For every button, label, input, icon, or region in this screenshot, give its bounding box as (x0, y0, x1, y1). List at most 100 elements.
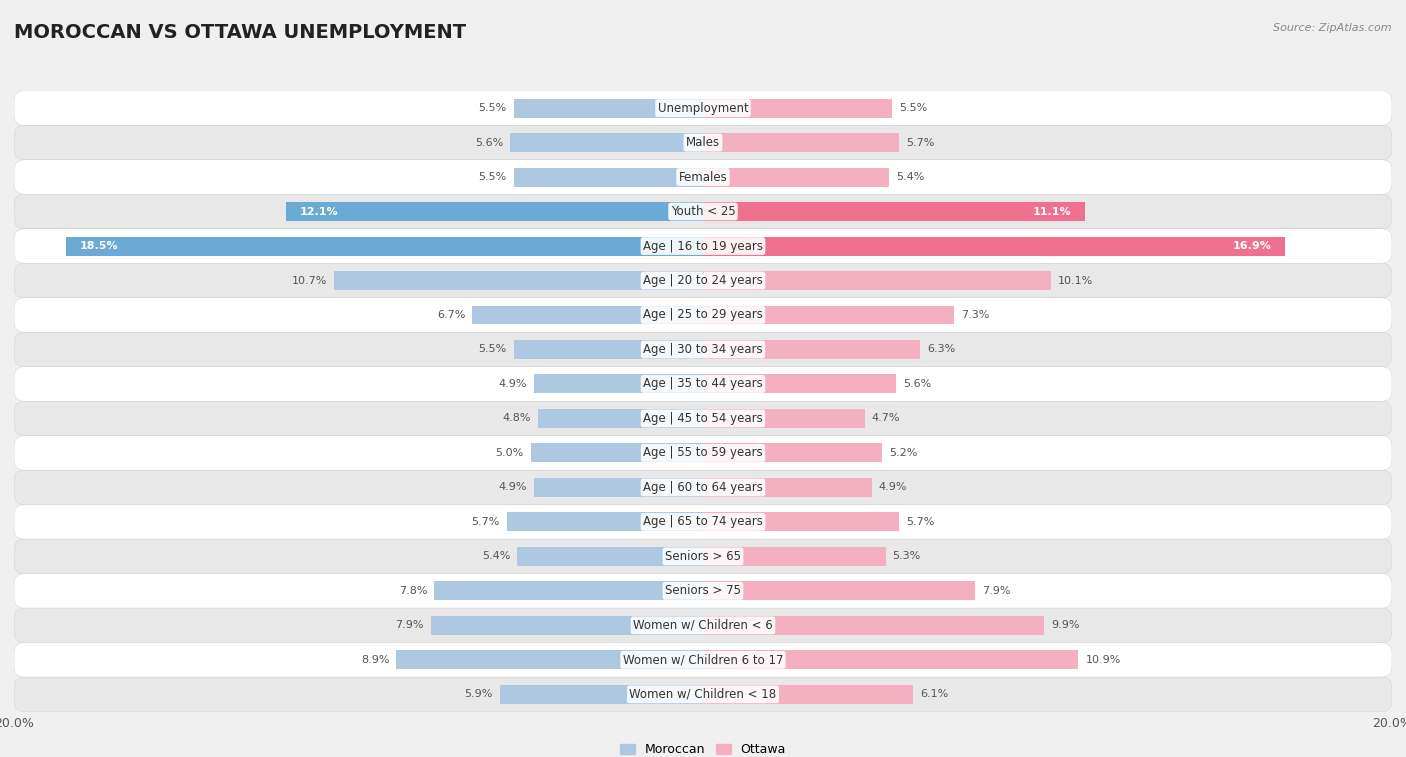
Bar (287, 202, 703, 221)
Text: Women w/ Children < 18: Women w/ Children < 18 (630, 688, 776, 701)
Text: Age | 45 to 54 years: Age | 45 to 54 years (643, 412, 763, 425)
FancyBboxPatch shape (14, 366, 1392, 401)
Bar (434, 581, 703, 600)
Text: 7.9%: 7.9% (395, 621, 425, 631)
Text: Seniors > 75: Seniors > 75 (665, 584, 741, 597)
Text: Age | 60 to 64 years: Age | 60 to 64 years (643, 481, 763, 494)
FancyBboxPatch shape (14, 470, 1392, 505)
Text: 11.1%: 11.1% (1033, 207, 1071, 217)
Bar (513, 167, 703, 186)
Text: 5.2%: 5.2% (889, 448, 917, 458)
Bar (703, 444, 882, 463)
FancyBboxPatch shape (14, 401, 1392, 436)
FancyBboxPatch shape (14, 574, 1392, 608)
Text: 6.1%: 6.1% (920, 690, 948, 699)
Text: 5.4%: 5.4% (482, 551, 510, 562)
Text: 5.7%: 5.7% (907, 138, 935, 148)
Text: 5.6%: 5.6% (903, 379, 931, 389)
Text: Males: Males (686, 136, 720, 149)
FancyBboxPatch shape (14, 505, 1392, 539)
Bar (472, 306, 703, 325)
Text: 4.7%: 4.7% (872, 413, 900, 423)
Bar (703, 478, 872, 497)
Bar (703, 512, 900, 531)
Text: 5.7%: 5.7% (907, 517, 935, 527)
Text: 4.9%: 4.9% (499, 379, 527, 389)
Text: 16.9%: 16.9% (1233, 241, 1271, 251)
FancyBboxPatch shape (14, 195, 1392, 229)
Legend: Moroccan, Ottawa: Moroccan, Ottawa (614, 738, 792, 757)
Bar (703, 133, 900, 152)
FancyBboxPatch shape (14, 643, 1392, 677)
Bar (703, 581, 976, 600)
Text: Unemployment: Unemployment (658, 101, 748, 114)
FancyBboxPatch shape (14, 539, 1392, 574)
Bar (430, 616, 703, 635)
Bar (66, 236, 703, 256)
Text: Females: Females (679, 170, 727, 183)
FancyBboxPatch shape (14, 608, 1392, 643)
Text: 5.6%: 5.6% (475, 138, 503, 148)
Text: Women w/ Children 6 to 17: Women w/ Children 6 to 17 (623, 653, 783, 666)
Bar (506, 512, 703, 531)
Text: Youth < 25: Youth < 25 (671, 205, 735, 218)
Text: 12.1%: 12.1% (299, 207, 339, 217)
Bar (703, 306, 955, 325)
Text: Age | 65 to 74 years: Age | 65 to 74 years (643, 516, 763, 528)
Bar (517, 547, 703, 566)
Text: 5.7%: 5.7% (471, 517, 499, 527)
Bar (531, 444, 703, 463)
Text: 9.9%: 9.9% (1050, 621, 1080, 631)
Bar (703, 167, 889, 186)
Bar (537, 409, 703, 428)
Text: 10.9%: 10.9% (1085, 655, 1121, 665)
Bar (703, 98, 893, 117)
FancyBboxPatch shape (14, 436, 1392, 470)
Bar (499, 685, 703, 704)
Bar (703, 236, 1285, 256)
Text: 10.7%: 10.7% (292, 276, 328, 285)
FancyBboxPatch shape (14, 229, 1392, 263)
Text: 4.9%: 4.9% (879, 482, 907, 492)
Text: Age | 35 to 44 years: Age | 35 to 44 years (643, 378, 763, 391)
Text: MOROCCAN VS OTTAWA UNEMPLOYMENT: MOROCCAN VS OTTAWA UNEMPLOYMENT (14, 23, 467, 42)
Bar (703, 271, 1050, 290)
FancyBboxPatch shape (14, 91, 1392, 126)
Text: Age | 20 to 24 years: Age | 20 to 24 years (643, 274, 763, 287)
Text: 6.3%: 6.3% (927, 344, 955, 354)
Text: Age | 16 to 19 years: Age | 16 to 19 years (643, 239, 763, 253)
FancyBboxPatch shape (14, 332, 1392, 366)
Bar (703, 409, 865, 428)
Bar (703, 340, 920, 359)
Bar (534, 478, 703, 497)
Bar (335, 271, 703, 290)
Bar (534, 375, 703, 394)
Bar (396, 650, 703, 669)
Text: 8.9%: 8.9% (361, 655, 389, 665)
FancyBboxPatch shape (14, 160, 1392, 195)
Text: 7.9%: 7.9% (981, 586, 1011, 596)
Bar (703, 685, 912, 704)
Text: 18.5%: 18.5% (80, 241, 118, 251)
Text: 5.9%: 5.9% (464, 690, 494, 699)
Text: 6.7%: 6.7% (437, 310, 465, 320)
Bar (510, 133, 703, 152)
Text: 7.8%: 7.8% (399, 586, 427, 596)
Bar (703, 547, 886, 566)
Bar (703, 616, 1045, 635)
Text: Age | 25 to 29 years: Age | 25 to 29 years (643, 309, 763, 322)
Text: Women w/ Children < 6: Women w/ Children < 6 (633, 619, 773, 632)
Bar (513, 340, 703, 359)
Bar (703, 650, 1078, 669)
FancyBboxPatch shape (14, 298, 1392, 332)
Text: Seniors > 65: Seniors > 65 (665, 550, 741, 563)
Text: Age | 55 to 59 years: Age | 55 to 59 years (643, 447, 763, 459)
Text: 5.5%: 5.5% (478, 344, 506, 354)
FancyBboxPatch shape (14, 263, 1392, 298)
Text: 4.8%: 4.8% (502, 413, 531, 423)
FancyBboxPatch shape (14, 677, 1392, 712)
Text: 4.9%: 4.9% (499, 482, 527, 492)
Text: Source: ZipAtlas.com: Source: ZipAtlas.com (1274, 23, 1392, 33)
Text: 7.3%: 7.3% (962, 310, 990, 320)
Text: 5.5%: 5.5% (478, 172, 506, 182)
